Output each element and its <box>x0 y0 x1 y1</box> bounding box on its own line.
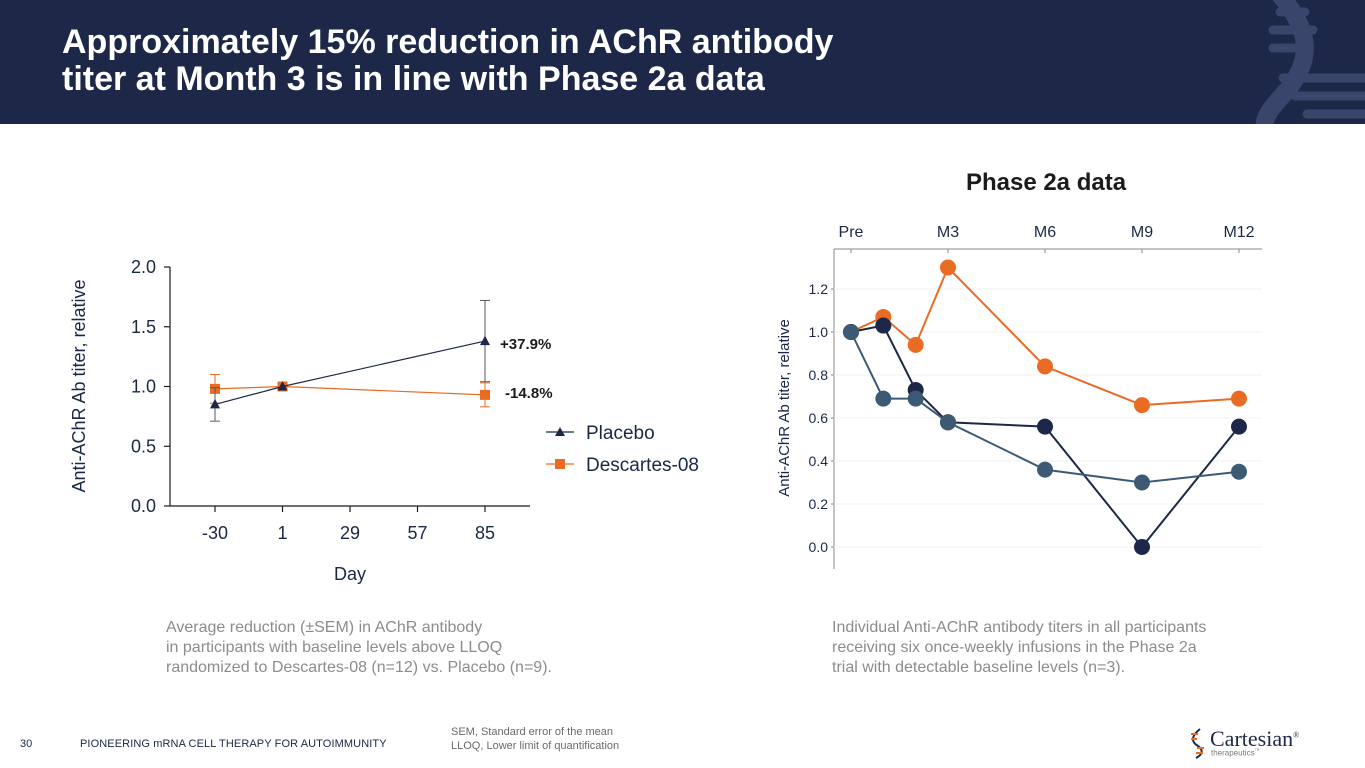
left-chart-ylabel: Anti-AChR Ab titer, relative <box>69 279 89 492</box>
legend-label-placebo: Placebo <box>586 423 655 444</box>
right-y-tick-label: 1.0 <box>809 324 829 340</box>
logo-registered-mark: ® <box>1293 730 1300 740</box>
legend-label-descartes: Descartes-08 <box>586 455 699 476</box>
left-chart: Anti-AChR Ab titer, relative Day 0.0 0.5 1… <box>69 257 699 584</box>
left-y-tick-label: 1.5 <box>131 317 156 337</box>
right-chart-ylabel: Anti-AChR Ab titer, relative <box>776 319 793 497</box>
right-x-tick-label: M3 <box>937 224 959 241</box>
caption-line: Average reduction (±SEM) in AChR antibod… <box>166 619 483 636</box>
data-label: -14.8% <box>505 385 553 402</box>
logo-subtitle-text: therapeutics <box>1211 748 1255 758</box>
participant-3-point <box>907 390 924 407</box>
left-y-tick-label: 0.0 <box>131 496 156 516</box>
right-y-tick-label: 1.2 <box>809 281 829 297</box>
page-number: 30 <box>20 738 33 750</box>
legend-marker-placebo <box>555 427 565 436</box>
data-point <box>480 389 490 400</box>
right-x-tick-label: M12 <box>1223 224 1254 241</box>
caption-line: in participants with baseline levels abo… <box>166 639 503 656</box>
right-y-tick-label: 0.0 <box>809 539 829 555</box>
logo-subtitle: therapeutics™ <box>1211 748 1260 758</box>
left-x-tick-label: -30 <box>202 523 228 543</box>
participant-2-point <box>1134 539 1150 555</box>
header-banner: Approximately 15% reduction in AChR anti… <box>0 0 1365 124</box>
left-x-tick-label: 29 <box>340 523 360 543</box>
right-x-tick-label: M6 <box>1034 224 1056 241</box>
participant-1-point <box>1037 358 1053 375</box>
left-x-tick-label: 85 <box>475 523 495 543</box>
participant-1-point <box>940 259 956 276</box>
left-x-tick-label: 57 <box>407 523 427 543</box>
caption-line: trial with detectable baseline levels (n… <box>832 659 1126 676</box>
right-y-tick-label: 0.4 <box>809 453 829 469</box>
right-x-tick-label: M9 <box>1131 224 1153 241</box>
participant-line-1 <box>850 265 1240 407</box>
data-point <box>277 381 288 391</box>
participant-3-point <box>875 390 892 407</box>
left-y-tick-label: 1.0 <box>131 377 156 397</box>
left-y-tick-label: 0.5 <box>131 436 156 456</box>
left-chart-legend: Placebo Descartes-08 <box>546 423 699 476</box>
company-logo: Cartesian® therapeutics™ <box>1188 726 1328 760</box>
footer-note: LLOQ, Lower limit of quantification <box>451 740 620 752</box>
right-x-tick-label: Pre <box>839 224 864 241</box>
title-line-2: titer at Month 3 is in line with Phase 2… <box>62 60 765 98</box>
participant-3-point <box>1134 474 1150 491</box>
participant-3-point <box>843 324 859 340</box>
data-point <box>480 335 490 346</box>
caption-line: randomized to Descartes-08 (n=12) vs. Pl… <box>166 659 552 676</box>
participant-3-point <box>1231 463 1247 480</box>
logo-wordmark: Cartesian <box>1210 726 1294 751</box>
participant-line-3 <box>850 331 1240 484</box>
participant-3-point <box>1037 461 1053 478</box>
logo-helix-icon <box>1191 728 1204 759</box>
left-y-tick-label: 2.0 <box>131 257 156 277</box>
participant-2-point <box>875 317 892 334</box>
footer-note: SEM, Standard error of the mean <box>451 726 614 738</box>
participant-2-point <box>1037 418 1053 435</box>
right-y-tick-label: 0.6 <box>809 410 829 426</box>
participant-1-point <box>1231 390 1247 407</box>
dna-helix-icon <box>1255 0 1365 124</box>
left-chart-caption: Average reduction (±SEM) in AChR antibod… <box>166 618 552 678</box>
right-chart-title: Phase 2a data <box>966 169 1127 196</box>
footer-notes: SEM, Standard error of the mean LLOQ, Lo… <box>451 725 619 753</box>
logo-name: Cartesian® <box>1210 726 1299 752</box>
series-line-placebo <box>214 340 486 406</box>
participant-1-point <box>1134 397 1150 414</box>
footer-tagline: PIONEERING mRNA CELL THERAPY FOR AUTOIMM… <box>80 738 387 750</box>
data-label: +37.9% <box>500 336 551 353</box>
left-x-tick-label: 1 <box>277 523 287 543</box>
page-title: Approximately 15% reduction in AChR anti… <box>62 24 962 98</box>
logo-trademark: ™ <box>1254 748 1260 754</box>
participant-1-point <box>907 336 924 353</box>
caption-line: receiving six once-weekly infusions in t… <box>832 639 1197 656</box>
right-chart: Phase 2a data Anti-AChR Ab titer, relati… <box>776 169 1262 569</box>
legend-marker-descartes <box>555 459 565 469</box>
title-line-1: Approximately 15% reduction in AChR anti… <box>62 23 834 61</box>
right-y-tick-label: 0.2 <box>809 496 829 512</box>
right-chart-caption: Individual Anti-AChR antibody titers in … <box>832 618 1206 678</box>
caption-line: Individual Anti-AChR antibody titers in … <box>832 619 1207 636</box>
participant-2-point <box>1231 418 1247 435</box>
left-chart-xlabel: Day <box>334 564 366 584</box>
right-y-tick-label: 0.8 <box>809 367 829 383</box>
data-point <box>210 398 220 409</box>
participant-3-point <box>940 414 956 431</box>
